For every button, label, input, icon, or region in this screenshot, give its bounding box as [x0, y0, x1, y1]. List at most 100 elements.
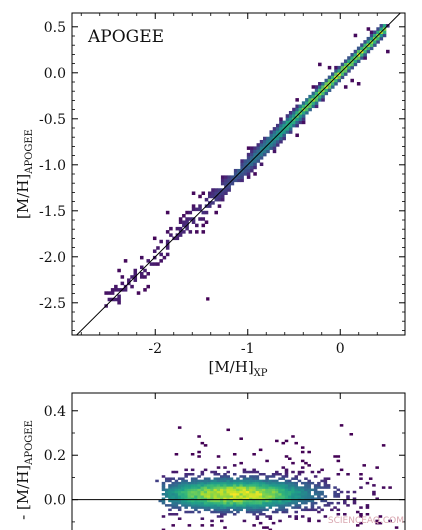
- bottom-density-bin: [242, 490, 247, 494]
- top-density-bin: [237, 175, 241, 179]
- bottom-density-bin: [220, 504, 224, 507]
- top-density-bin: [201, 230, 206, 234]
- top-density-bin: [214, 191, 218, 195]
- bottom-density-bin: [300, 446, 305, 449]
- bottom-density-bin: [207, 481, 211, 485]
- bottom-density-bin: [287, 493, 292, 496]
- bottom-density-bin: [210, 519, 214, 523]
- top-density-bin: [343, 85, 348, 89]
- top-density-bin: [314, 98, 319, 102]
- top-density-bin: [123, 288, 128, 292]
- bottom-density-bin: [190, 477, 195, 480]
- bottom-density-bin: [265, 493, 269, 496]
- bottom-density-bin: [236, 481, 240, 485]
- bottom-density-bin: [210, 484, 214, 487]
- bottom-density-bin: [258, 473, 263, 476]
- bottom-density-bin: [223, 495, 227, 498]
- top-density-bin: [356, 49, 361, 54]
- bottom-density-bin: [333, 495, 337, 498]
- bottom-density-bin: [281, 493, 286, 496]
- top-x-tick-label: -2: [148, 341, 162, 357]
- bottom-density-bin: [213, 508, 218, 512]
- bottom-density-bin: [161, 528, 166, 530]
- top-density-bin: [292, 114, 296, 118]
- bottom-density-bin: [258, 521, 263, 525]
- bottom-density-bin: [229, 497, 234, 500]
- bottom-density-bin: [187, 484, 192, 487]
- bottom-density-bin: [249, 481, 253, 485]
- top-density-bin: [217, 204, 222, 208]
- bottom-density-bin: [177, 488, 182, 492]
- top-density-bin: [324, 78, 329, 83]
- bottom-density-bin: [258, 508, 263, 512]
- bottom-density-bin: [258, 501, 263, 505]
- bottom-density-bin: [284, 484, 289, 487]
- bottom-density-bin: [213, 470, 218, 474]
- bottom-density-bin: [265, 490, 269, 494]
- bottom-density-bin: [310, 504, 315, 507]
- top-density-bin: [324, 82, 329, 86]
- bottom-density-bin: [216, 473, 221, 476]
- top-density-bin: [285, 114, 290, 118]
- bottom-y-tick-label: 0.0: [44, 493, 66, 509]
- bottom-density-bin: [197, 510, 201, 514]
- bottom-density-bin: [271, 497, 276, 500]
- bottom-density-bin: [220, 510, 224, 514]
- bottom-density-bin: [268, 488, 273, 492]
- bottom-density-bin: [252, 477, 256, 480]
- bottom-density-bin: [388, 519, 392, 523]
- top-density-bin: [165, 252, 170, 257]
- top-density-bin: [353, 49, 358, 54]
- top-density-bin: [279, 127, 283, 131]
- bottom-density-bin: [249, 470, 253, 474]
- bottom-density-bin: [287, 479, 292, 483]
- top-density-bin: [356, 46, 361, 51]
- bottom-density-bin: [323, 477, 328, 480]
- bottom-density-bin: [294, 481, 298, 485]
- bottom-density-bin: [284, 501, 289, 505]
- bottom-density-bin: [271, 479, 276, 483]
- bottom-density-bin: [184, 497, 188, 500]
- bottom-density-bin: [187, 488, 192, 492]
- top-density-bin: [227, 188, 231, 192]
- bottom-density-bin: [278, 488, 282, 492]
- top-density-bin: [343, 62, 348, 67]
- bottom-density-bin: [287, 484, 292, 487]
- top-density-bin: [334, 72, 338, 76]
- bottom-density-bin: [252, 506, 256, 509]
- bottom-density-bin: [265, 475, 269, 478]
- top-density-bin: [279, 120, 283, 125]
- bottom-density-bin: [239, 495, 243, 498]
- top-density-bin: [178, 226, 183, 231]
- top-density-bin: [347, 65, 351, 70]
- bottom-density-bin: [336, 513, 341, 516]
- top-density-bin: [201, 217, 206, 221]
- bottom-density-bin: [177, 493, 182, 496]
- bottom-density-bin: [249, 506, 253, 509]
- bottom-density-bin: [174, 486, 179, 489]
- bottom-density-bin: [229, 495, 234, 498]
- bottom-density-bin: [226, 470, 231, 474]
- bottom-density-bin: [220, 501, 224, 505]
- bottom-density-bin: [203, 486, 208, 489]
- top-density-bin: [275, 143, 280, 147]
- bottom-density-bin: [226, 504, 231, 507]
- bottom-density-bin: [194, 479, 198, 483]
- top-density-bin: [298, 117, 303, 121]
- bottom-density-bin: [161, 484, 166, 487]
- bottom-density-bin: [284, 470, 289, 474]
- top-density-bin: [308, 94, 312, 99]
- top-density-bin: [201, 223, 206, 228]
- bottom-density-bin: [190, 488, 195, 492]
- bottom-density-bin: [194, 495, 198, 498]
- bottom-density-bin: [355, 524, 360, 527]
- bottom-density-bin: [362, 464, 366, 467]
- bottom-density-bin: [226, 510, 231, 514]
- bottom-density-bin: [284, 481, 289, 485]
- bottom-density-bin: [190, 481, 195, 485]
- bottom-density-bin: [249, 484, 253, 487]
- top-density-bin: [201, 210, 206, 215]
- bottom-density-bin: [317, 481, 321, 485]
- top-density-bin: [263, 136, 267, 141]
- top-density-bin: [301, 104, 306, 109]
